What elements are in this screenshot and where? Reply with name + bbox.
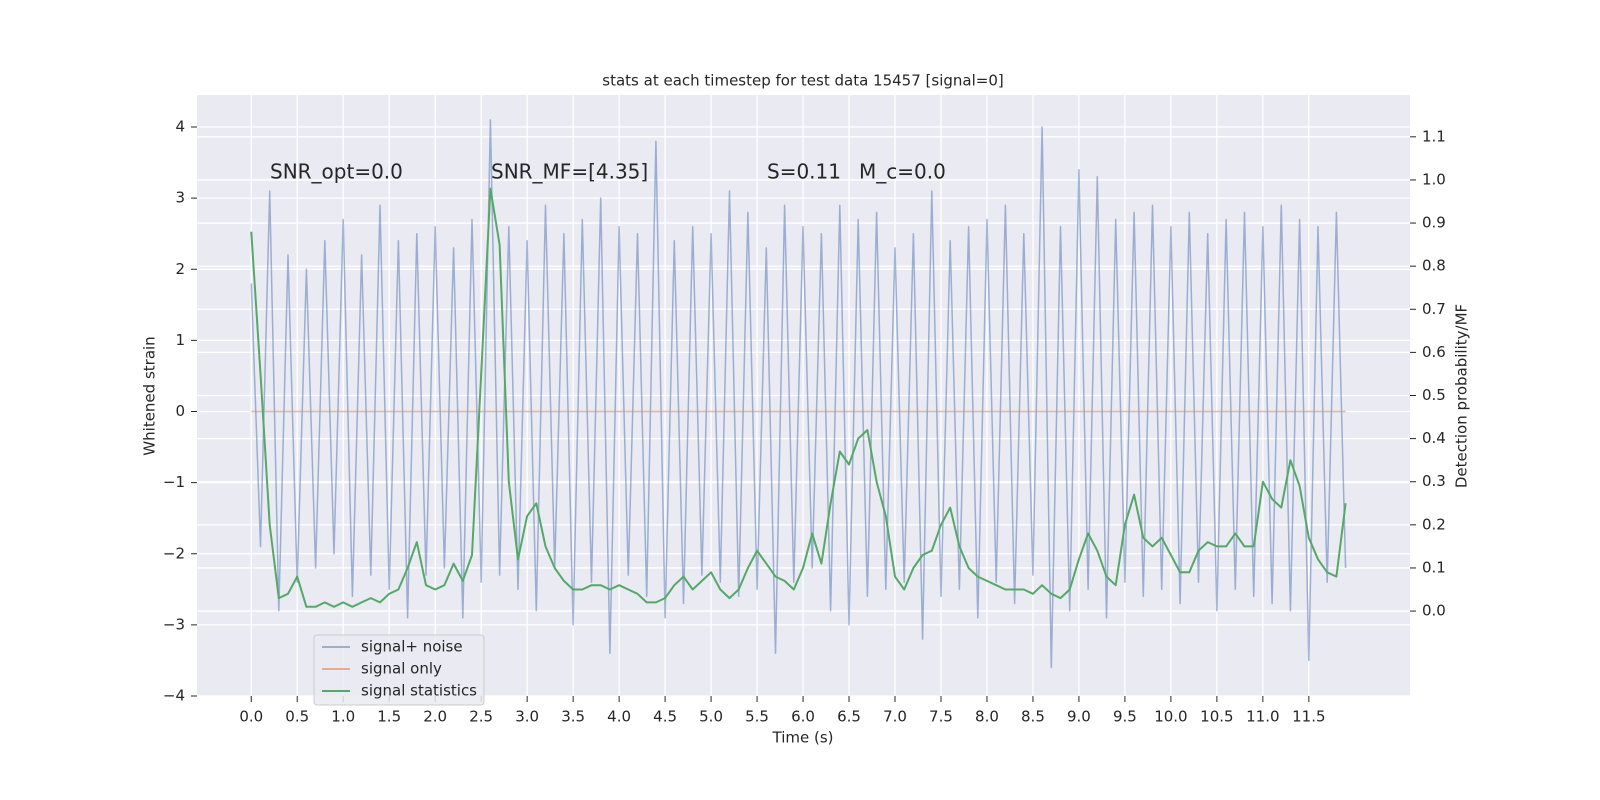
legend-label: signal only — [361, 660, 442, 678]
x-tick-label: 4.0 — [607, 708, 631, 726]
x-tick-label: 5.5 — [745, 708, 769, 726]
x-tick-label: 2.0 — [423, 708, 447, 726]
x-tick-label: 7.0 — [883, 708, 907, 726]
legend-label: signal+ noise — [361, 638, 463, 656]
x-tick-label: 1.0 — [331, 708, 355, 726]
y-tick-label: 0 — [175, 402, 185, 420]
x-tick-label: 7.5 — [929, 708, 953, 726]
chart-title: stats at each timestep for test data 154… — [602, 72, 1003, 90]
x-tick-label: 4.5 — [653, 708, 677, 726]
x-tick-label: 3.0 — [515, 708, 539, 726]
y-tick-label: 2 — [175, 260, 185, 278]
y2-tick-label: 0.9 — [1422, 214, 1446, 232]
x-tick-label: 11.0 — [1246, 708, 1279, 726]
x-tick-label: 11.5 — [1292, 708, 1325, 726]
y-axis-label: Whitened strain — [141, 336, 159, 455]
x-tick-label: 0.5 — [285, 708, 309, 726]
legend-label: signal statistics — [361, 682, 477, 700]
x-tick-label: 10.0 — [1154, 708, 1187, 726]
x-axis-label: Time (s) — [772, 729, 834, 747]
y-tick-label: 1 — [175, 331, 185, 349]
annotation: SNR_opt=0.0 — [270, 160, 403, 184]
y2-tick-label: 0.4 — [1422, 429, 1446, 447]
y2-tick-label: 0.6 — [1422, 343, 1446, 361]
y2-tick-label: 0.0 — [1422, 602, 1446, 620]
x-tick-label: 8.0 — [975, 708, 999, 726]
annotation: SNR_MF=[4.35] — [491, 160, 648, 184]
y2-tick-label: 0.3 — [1422, 472, 1446, 490]
y2-tick-label: 1.1 — [1422, 127, 1446, 145]
x-tick-label: 1.5 — [377, 708, 401, 726]
annotation: M_c=0.0 — [859, 160, 946, 184]
y2-tick-label: 0.7 — [1422, 300, 1446, 318]
x-tick-label: 9.0 — [1067, 708, 1091, 726]
y2-tick-label: 0.8 — [1422, 257, 1446, 275]
x-tick-label: 3.5 — [561, 708, 585, 726]
series-line — [250, 187, 1347, 608]
annotation: S=0.11 — [767, 160, 841, 184]
y-tick-label: −2 — [163, 544, 185, 562]
y2-tick-label: 0.2 — [1422, 515, 1446, 533]
y2-tick-label: 0.1 — [1422, 558, 1446, 576]
x-tick-label: 2.5 — [469, 708, 493, 726]
x-tick-label: 5.0 — [699, 708, 723, 726]
y-tick-label: 3 — [175, 189, 185, 207]
y2-tick-label: 0.5 — [1422, 386, 1446, 404]
legend-box — [313, 634, 485, 706]
y2-axis-label: Detection probability/MF — [1453, 304, 1471, 488]
x-tick-label: 8.5 — [1021, 708, 1045, 726]
y-tick-label: −3 — [163, 615, 185, 633]
x-tick-label: 6.0 — [791, 708, 815, 726]
y2-tick-label: 1.0 — [1422, 170, 1446, 188]
y-tick-label: −1 — [163, 473, 185, 491]
x-tick-label: 10.5 — [1200, 708, 1233, 726]
y-tick-label: −4 — [163, 687, 185, 705]
y-tick-label: 4 — [175, 118, 185, 136]
x-tick-label: 6.5 — [837, 708, 861, 726]
series-line — [250, 119, 1347, 669]
x-tick-label: 0.0 — [239, 708, 263, 726]
x-tick-label: 9.5 — [1113, 708, 1137, 726]
